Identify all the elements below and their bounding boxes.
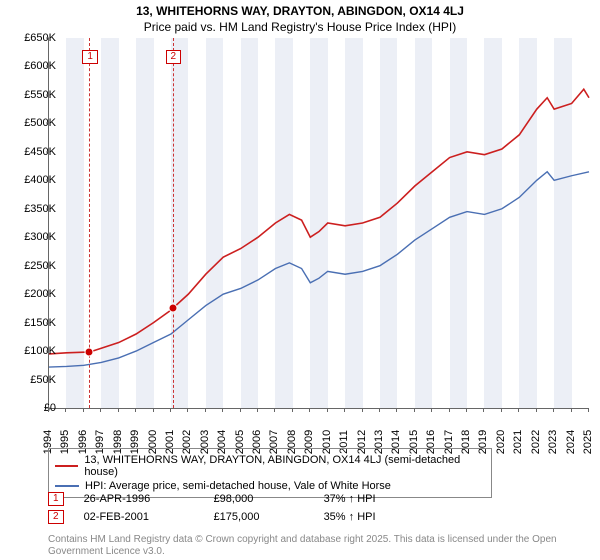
legend-swatch-property xyxy=(55,465,78,467)
transaction-row-1: 1 26-APR-1996 £98,000 37% ↑ HPI xyxy=(48,492,414,506)
x-axis-tick xyxy=(362,408,363,412)
legend-item-property: 13, WHITEHORNS WAY, DRAYTON, ABINGDON, O… xyxy=(55,453,485,479)
y-axis-tick xyxy=(46,123,50,124)
transaction-price-1: £98,000 xyxy=(214,493,304,505)
x-axis-tick xyxy=(518,408,519,412)
x-axis-label: 2021 xyxy=(512,430,524,454)
x-axis-tick xyxy=(466,408,467,412)
x-axis-tick xyxy=(588,408,589,412)
x-axis-label: 2020 xyxy=(495,430,507,454)
x-axis-tick xyxy=(327,408,328,412)
x-axis-tick xyxy=(292,408,293,412)
legend-item-hpi: HPI: Average price, semi-detached house,… xyxy=(55,479,485,493)
transaction-marker-dot xyxy=(168,304,177,313)
transaction-date-1: 26-APR-1996 xyxy=(84,493,194,505)
title-line-2: Price paid vs. HM Land Registry's House … xyxy=(0,20,600,34)
legend-label-hpi: HPI: Average price, semi-detached house,… xyxy=(85,480,391,492)
y-axis-tick xyxy=(46,379,50,380)
x-axis-tick xyxy=(309,408,310,412)
chart-plot-area: 12 xyxy=(48,38,589,409)
x-axis-tick xyxy=(414,408,415,412)
y-axis-tick xyxy=(46,66,50,67)
y-axis-tick xyxy=(46,322,50,323)
x-axis-label: 2025 xyxy=(582,430,594,454)
transactions-table: 1 26-APR-1996 £98,000 37% ↑ HPI 2 02-FEB… xyxy=(48,492,414,528)
x-axis-tick xyxy=(100,408,101,412)
legend: 13, WHITEHORNS WAY, DRAYTON, ABINGDON, O… xyxy=(48,448,492,498)
x-axis-tick xyxy=(501,408,502,412)
x-axis-tick xyxy=(396,408,397,412)
x-axis-tick xyxy=(257,408,258,412)
transaction-badge-2: 2 xyxy=(48,510,64,524)
x-axis-tick xyxy=(379,408,380,412)
x-axis-tick xyxy=(170,408,171,412)
transaction-price-2: £175,000 xyxy=(214,511,304,523)
x-axis-tick xyxy=(536,408,537,412)
series-property xyxy=(49,89,589,354)
x-axis-tick xyxy=(274,408,275,412)
x-axis-tick xyxy=(483,408,484,412)
x-axis-tick xyxy=(571,408,572,412)
x-axis-tick xyxy=(135,408,136,412)
title-line-1: 13, WHITEHORNS WAY, DRAYTON, ABINGDON, O… xyxy=(0,4,600,18)
transaction-marker-badge: 2 xyxy=(166,50,182,64)
y-axis-tick xyxy=(46,237,50,238)
y-axis-tick xyxy=(46,351,50,352)
x-axis-tick xyxy=(344,408,345,412)
x-axis-tick xyxy=(449,408,450,412)
y-axis-tick xyxy=(46,208,50,209)
footer-licence: Contains HM Land Registry data © Crown c… xyxy=(48,534,600,558)
x-axis-tick xyxy=(222,408,223,412)
legend-label-property: 13, WHITEHORNS WAY, DRAYTON, ABINGDON, O… xyxy=(84,454,485,478)
x-axis-tick xyxy=(48,408,49,412)
y-axis-tick xyxy=(46,38,50,39)
x-axis-tick xyxy=(187,408,188,412)
transaction-pct-2: 35% ↑ HPI xyxy=(324,511,414,523)
y-axis-tick xyxy=(46,94,50,95)
x-axis-label: 2022 xyxy=(530,430,542,454)
y-axis-tick xyxy=(46,180,50,181)
x-axis-tick xyxy=(118,408,119,412)
transaction-row-2: 2 02-FEB-2001 £175,000 35% ↑ HPI xyxy=(48,510,414,524)
chart-lines-svg xyxy=(49,38,589,408)
transaction-marker-badge: 1 xyxy=(82,50,98,64)
x-axis-tick xyxy=(153,408,154,412)
y-axis-tick xyxy=(46,265,50,266)
transaction-pct-1: 37% ↑ HPI xyxy=(324,493,414,505)
x-axis-label: 2023 xyxy=(547,430,559,454)
x-axis-label: 2024 xyxy=(565,430,577,454)
transaction-marker-dot xyxy=(85,348,94,357)
transaction-badge-1: 1 xyxy=(48,492,64,506)
x-axis-tick xyxy=(553,408,554,412)
legend-swatch-hpi xyxy=(55,485,79,487)
x-axis-tick xyxy=(65,408,66,412)
y-axis-tick xyxy=(46,294,50,295)
x-axis-tick xyxy=(205,408,206,412)
x-axis-tick xyxy=(83,408,84,412)
transaction-date-2: 02-FEB-2001 xyxy=(84,511,194,523)
x-axis-tick xyxy=(431,408,432,412)
y-axis-tick xyxy=(46,151,50,152)
transaction-marker-line xyxy=(173,38,174,408)
x-axis-tick xyxy=(240,408,241,412)
